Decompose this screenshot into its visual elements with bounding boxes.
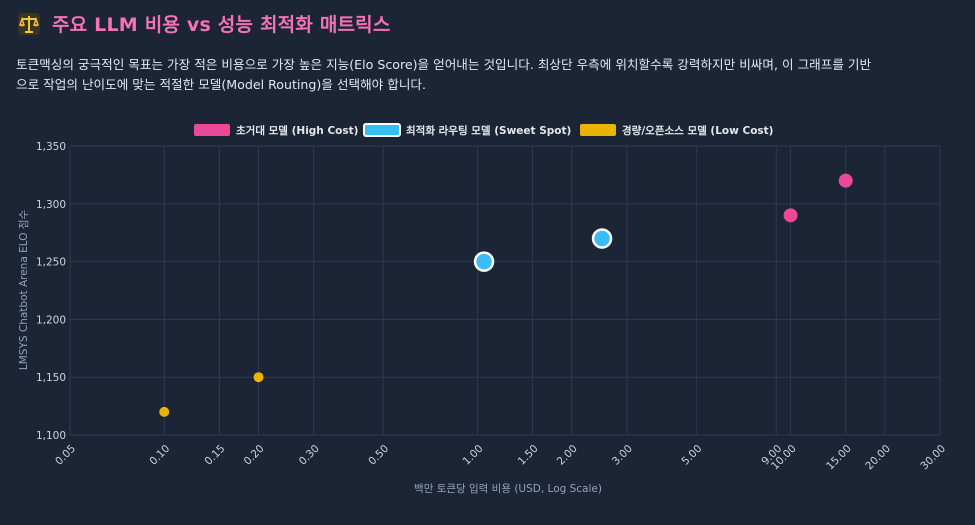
x-tick-label: 0.10 bbox=[147, 443, 172, 468]
chart-legend: 초거대 모델 (High Cost) 최적화 라우팅 모델 (Sweet Spot… bbox=[194, 123, 773, 137]
x-tick-label: 20.00 bbox=[863, 443, 893, 473]
y-tick-label: 1,100 bbox=[36, 430, 66, 442]
y-tick-label: 1,300 bbox=[36, 199, 66, 211]
x-tick-label: 15.00 bbox=[824, 443, 854, 473]
y-axis-title: LMSYS Chatbot Arena ELO 점수 bbox=[18, 210, 30, 371]
data-point[interactable] bbox=[253, 372, 264, 383]
title-row: 주요 LLM 비용 vs 성능 최적화 매트릭스 bbox=[16, 10, 391, 37]
legend-label: 경량/오픈소스 모델 (Low Cost) bbox=[622, 124, 773, 137]
data-point[interactable] bbox=[783, 208, 798, 223]
legend-swatch bbox=[363, 123, 401, 137]
data-point[interactable] bbox=[159, 406, 170, 417]
x-tick-label: 0.15 bbox=[203, 443, 228, 468]
x-axis-title: 백만 토큰당 입력 비용 (USD, Log Scale) bbox=[414, 482, 602, 495]
x-tick-label: 0.30 bbox=[297, 443, 322, 468]
legend-label: 초거대 모델 (High Cost) bbox=[236, 124, 358, 137]
legend-label: 최적화 라우팅 모델 (Sweet Spot) bbox=[406, 124, 571, 137]
x-tick-label: 2.00 bbox=[555, 443, 580, 468]
page-title: 주요 LLM 비용 vs 성능 최적화 매트릭스 bbox=[52, 14, 391, 36]
data-point[interactable] bbox=[838, 173, 853, 188]
y-tick-label: 1,200 bbox=[36, 314, 66, 326]
legend-swatch bbox=[194, 124, 230, 136]
chart-grid bbox=[69, 145, 941, 436]
y-tick-label: 1,150 bbox=[36, 372, 66, 384]
x-tick-label: 30.00 bbox=[918, 443, 948, 473]
y-tick-label: 1,350 bbox=[36, 141, 66, 153]
chart-points bbox=[159, 173, 853, 417]
y-tick-label: 1,250 bbox=[36, 257, 66, 269]
x-tick-label: 1.50 bbox=[516, 443, 541, 468]
x-tick-label: 0.50 bbox=[366, 443, 391, 468]
x-axis-ticks: 0.05 0.10 0.15 0.20 0.30 0.50 1.00 1.50 2.00 3.00… bbox=[53, 443, 948, 473]
legend-swatch bbox=[580, 124, 616, 136]
x-tick-label: 5.00 bbox=[679, 443, 704, 468]
data-point[interactable] bbox=[473, 251, 495, 272]
x-tick-label: 0.20 bbox=[242, 443, 267, 468]
data-point[interactable] bbox=[591, 228, 613, 249]
scales-icon bbox=[16, 11, 42, 37]
x-tick-label: 3.00 bbox=[610, 443, 635, 468]
x-tick-label: 1.00 bbox=[461, 443, 486, 468]
x-tick-label: 0.05 bbox=[53, 443, 78, 468]
y-axis-ticks: 1,100 1,150 1,200 1,250 1,300 1,350 bbox=[36, 141, 66, 442]
page-description: 토큰맥싱의 궁극적인 목표는 가장 적은 비용으로 가장 높은 지능(Elo S… bbox=[16, 57, 872, 92]
